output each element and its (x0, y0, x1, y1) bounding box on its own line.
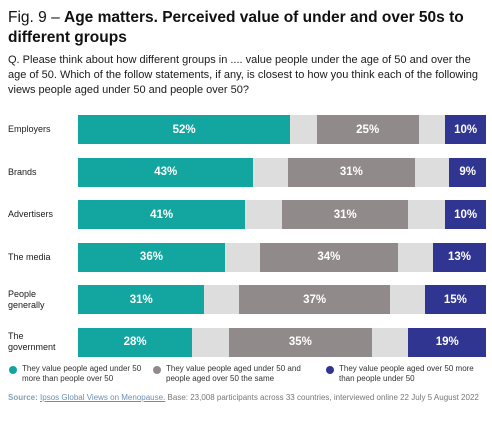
category-label: The media (8, 251, 51, 262)
data-label: 15% (443, 293, 467, 306)
source-link[interactable]: Ipsos Global Views on Menopause. (40, 393, 166, 402)
bar-under50: 41% (78, 200, 246, 229)
bar-same: 31% (282, 200, 409, 229)
bar-gap (408, 200, 446, 229)
data-label: 37% (303, 293, 327, 306)
data-label: 10% (454, 123, 478, 136)
category-label: Advertisers (8, 209, 54, 219)
category-label: Brands (8, 166, 37, 177)
bar-over50: 15% (424, 285, 486, 314)
data-label: 10% (454, 208, 478, 221)
bar-over50: 10% (445, 115, 486, 144)
bar-over50: 19% (408, 327, 486, 357)
source-text: Base: 23,008 participants across 33 coun… (167, 393, 479, 402)
bar-same: 35% (228, 327, 372, 357)
bar-gap (414, 157, 450, 187)
bar-under50: 36% (78, 242, 225, 272)
bar-gap (371, 327, 409, 357)
data-label: 43% (154, 166, 178, 178)
data-label: 25% (356, 123, 380, 136)
bar-under50: 31% (78, 285, 205, 314)
bar-under50: 43% (78, 157, 254, 187)
bar-gap (398, 242, 433, 272)
bar-same: 25% (316, 115, 419, 144)
data-label: 13% (447, 251, 471, 263)
bar-same: 31% (288, 157, 415, 187)
figure-label: Fig. 9 – (8, 9, 60, 26)
bar-over50: 10% (445, 200, 486, 229)
bar-over50: 13% (432, 242, 486, 272)
data-label: 31% (129, 293, 153, 306)
category-label: People generally (8, 288, 45, 310)
data-label: 36% (139, 251, 163, 263)
data-label: 19% (435, 336, 459, 348)
bar-gap (290, 115, 317, 144)
bar-same: 37% (239, 285, 391, 314)
chart-title: Fig. 9 – Age matters. Perceived value of… (8, 8, 484, 48)
source-note: Source: Ipsos Global Views on Menopause.… (8, 392, 486, 403)
data-label: 52% (172, 123, 196, 136)
survey-question: Q. Please think about how different grou… (8, 54, 478, 96)
legend-dot-over50 (326, 366, 334, 374)
data-label: 34% (317, 251, 341, 263)
data-label: 41% (150, 208, 174, 221)
legend-dot-under50 (9, 366, 17, 374)
data-label: 31% (333, 208, 357, 221)
legend-item-under50: They value people aged under 50 more tha… (22, 364, 142, 383)
bar-over50: 9% (449, 157, 486, 187)
data-label: 35% (288, 336, 312, 348)
bar-gap (390, 285, 425, 314)
data-label: 28% (123, 336, 147, 348)
bar-under50: 52% (78, 115, 291, 144)
data-label: 9% (459, 166, 476, 178)
bar-gap (253, 157, 289, 187)
category-label: Employers (8, 124, 51, 134)
bar-gap (192, 327, 229, 357)
data-label: 31% (339, 166, 363, 178)
title-text: Age matters. Perceived value of under an… (8, 9, 464, 46)
bar-gap (245, 200, 282, 229)
bar-gap (204, 285, 240, 314)
source-label: Source: (8, 393, 38, 402)
legend-item-same: They value people aged under 50 and peop… (166, 364, 301, 383)
legend-item-over50: They value people aged over 50 more than… (339, 364, 474, 383)
legend-dot-same (153, 366, 161, 374)
bar-gap (418, 115, 446, 144)
bar-under50: 28% (78, 327, 193, 357)
bar-same: 34% (259, 242, 399, 272)
category-label: The government (8, 331, 56, 352)
bar-gap (224, 242, 260, 272)
